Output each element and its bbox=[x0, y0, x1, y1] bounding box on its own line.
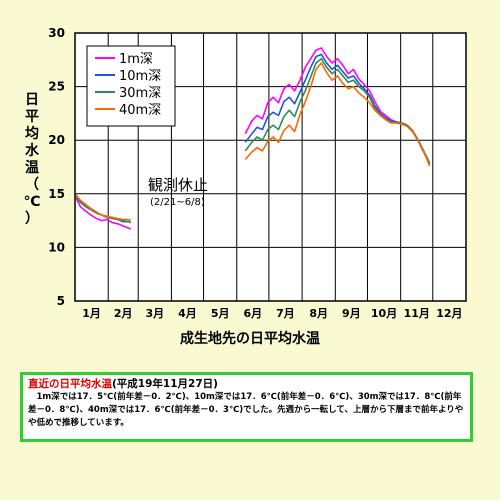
y-axis-title-char: 平 bbox=[25, 109, 39, 125]
x-tick-label: 3月 bbox=[145, 307, 164, 320]
chart-title: 成生地先の日平均水温 bbox=[180, 331, 320, 347]
x-tick-label: 2月 bbox=[114, 307, 133, 320]
x-tick-label: 12月 bbox=[436, 307, 462, 320]
x-tick-label: 4月 bbox=[178, 307, 197, 320]
y-tick-label: 15 bbox=[48, 187, 65, 201]
y-axis-title-char: 水 bbox=[25, 143, 39, 159]
x-tick-label: 9月 bbox=[342, 307, 361, 320]
y-axis-title-char: 日 bbox=[25, 92, 39, 108]
x-tick-label: 7月 bbox=[276, 307, 295, 320]
legend-label: 40m深 bbox=[119, 103, 161, 118]
series-lines bbox=[75, 47, 431, 230]
legend: 1m深 10m深 30m深 40m深 bbox=[86, 45, 176, 127]
latest-temperature-notice: 直近の日平均水温(平成19年11月27日) 1m深では17．5℃(前年差－0．2… bbox=[20, 372, 473, 442]
y-tick-label: 10 bbox=[48, 240, 65, 254]
x-tick-label: 11月 bbox=[404, 307, 430, 320]
x-tick-label: 1月 bbox=[82, 307, 101, 320]
y-tick-label: 20 bbox=[48, 133, 65, 147]
annotation-subtext: (2/21~6/8) bbox=[150, 197, 205, 208]
series-line-4-seg-2 bbox=[244, 62, 431, 167]
notice-heading-date: (平成19年11月27日) bbox=[112, 378, 218, 390]
y-axis-title-char: ） bbox=[25, 211, 39, 227]
y-tick-label: 25 bbox=[48, 80, 65, 94]
y-axis-title-char: ℃ bbox=[23, 194, 41, 210]
notice-heading-highlight: 直近の日平均水温 bbox=[28, 378, 112, 390]
y-tick-label: 30 bbox=[48, 26, 65, 40]
x-tick-label: 8月 bbox=[309, 307, 328, 320]
legend-label: 10m深 bbox=[119, 69, 161, 84]
legend-label: 30m深 bbox=[119, 86, 161, 101]
y-tick-labels: 5 10 15 20 25 30 bbox=[48, 26, 65, 308]
y-axis-title: 日平均水温（℃） bbox=[20, 92, 44, 228]
x-tick-label: 10月 bbox=[371, 307, 397, 320]
annotation-text: 観測休止 bbox=[148, 176, 208, 194]
y-tick-label: 5 bbox=[57, 294, 65, 308]
notice-body: 1m深では17．5℃(前年差－0．2℃)、10m深では17．6℃(前年差－0．6… bbox=[28, 392, 464, 428]
legend-label: 1m深 bbox=[119, 52, 153, 67]
y-axis-title-char: 均 bbox=[25, 126, 39, 142]
x-tick-labels: 1月 2月 3月 4月 5月 6月 7月 8月 9月 10月 11月 12月 bbox=[82, 307, 462, 320]
series-line-4-seg-1 bbox=[75, 194, 132, 222]
legend-box bbox=[86, 45, 176, 127]
notice-heading: 直近の日平均水温(平成19年11月27日) bbox=[28, 378, 465, 391]
gap-annotation: 観測休止 (2/21~6/8) bbox=[148, 176, 208, 208]
x-tick-label: 6月 bbox=[243, 307, 262, 320]
x-tick-label: 5月 bbox=[211, 307, 230, 320]
y-axis-title-char: （ bbox=[25, 177, 39, 193]
grid-lines bbox=[75, 33, 466, 301]
series-line-1-seg-1 bbox=[75, 197, 132, 230]
y-axis-title-char: 温 bbox=[25, 160, 39, 176]
